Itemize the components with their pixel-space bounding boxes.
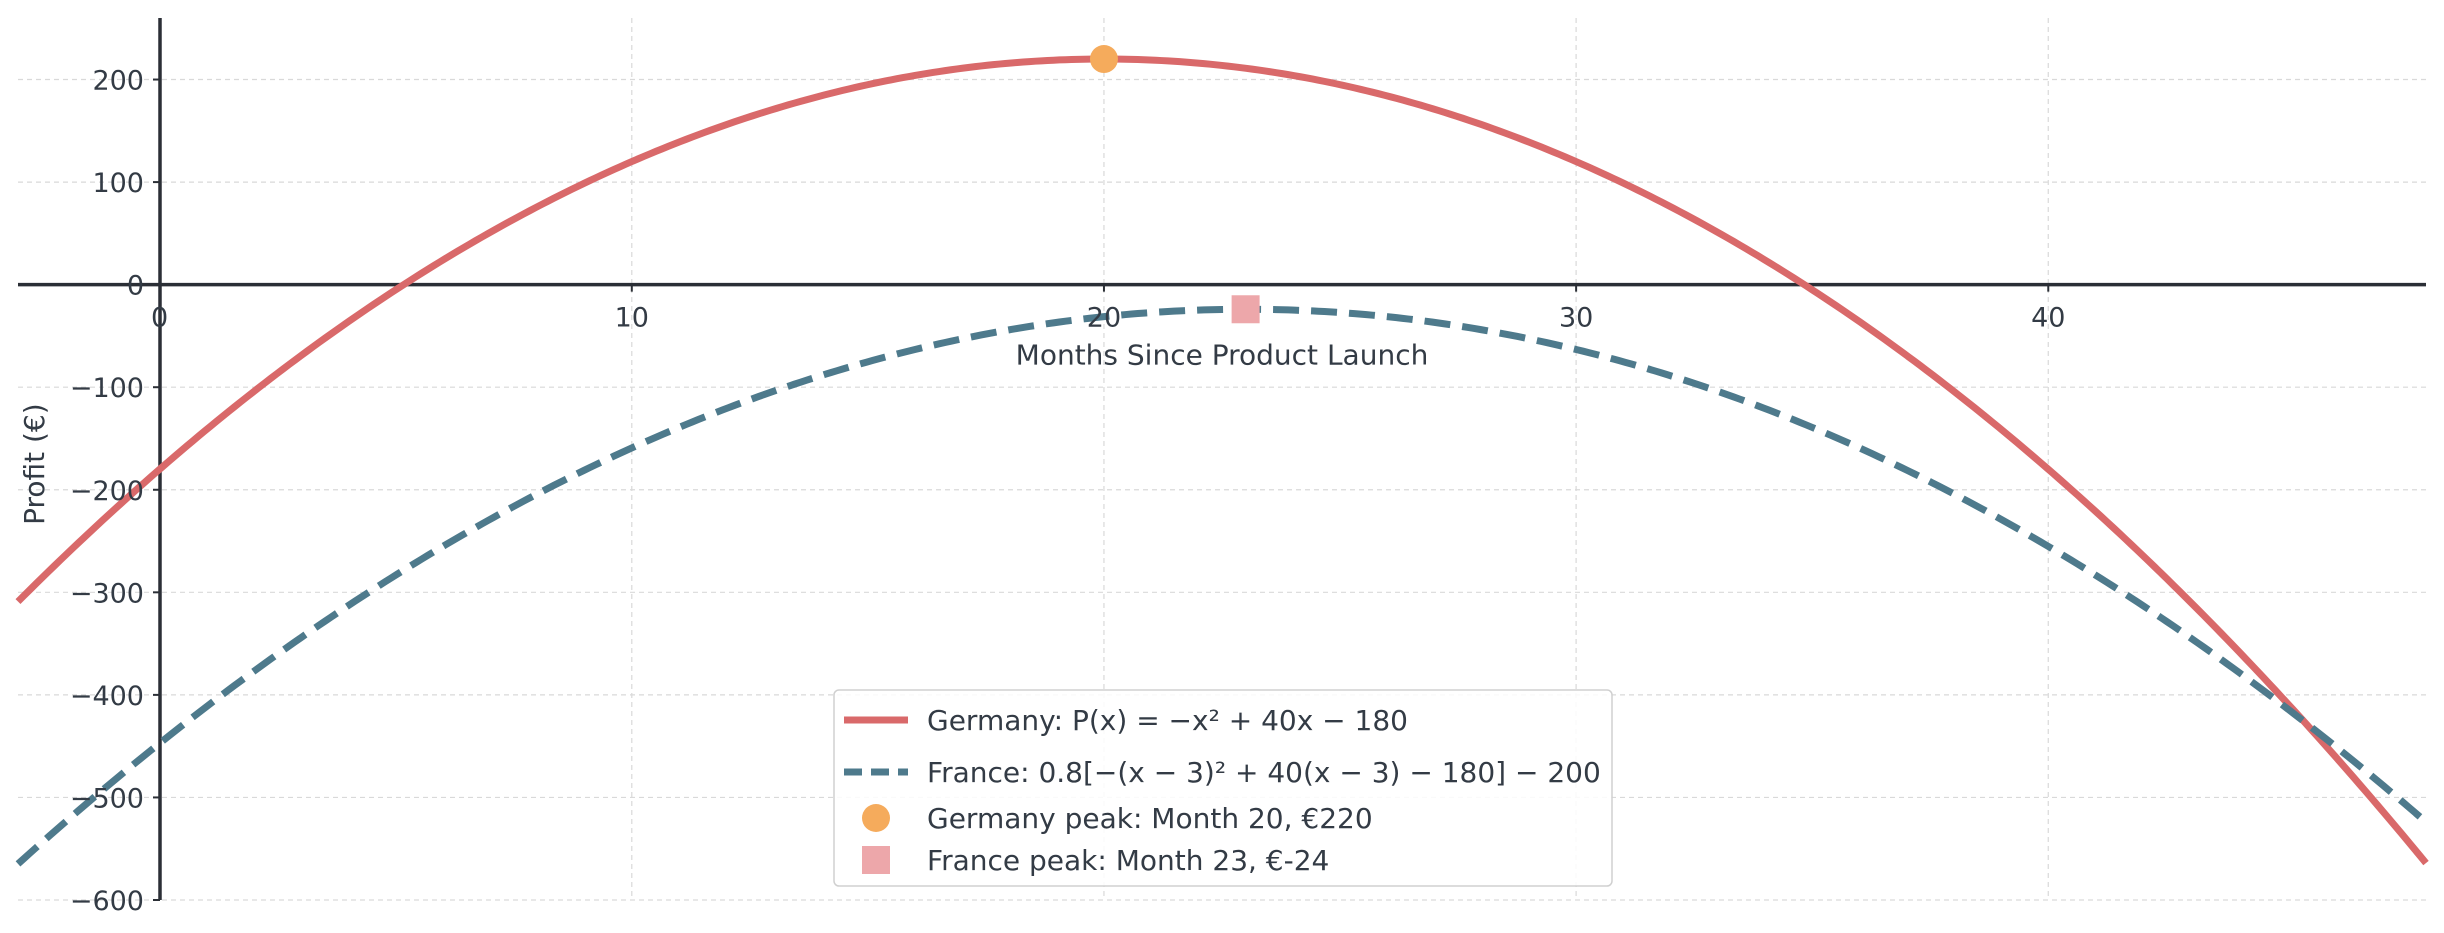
- y-tick-label: 100: [92, 168, 144, 199]
- y-tick-label: 0: [127, 271, 144, 302]
- x-axis-label: Months Since Product Launch: [1016, 339, 1429, 372]
- y-tick-label: 200: [92, 66, 144, 97]
- france-peak-marker: [1231, 295, 1260, 324]
- x-tick-label: 40: [2031, 303, 2065, 334]
- y-axis-label: Profit (€): [18, 403, 51, 525]
- axes-spines: [18, 18, 2426, 900]
- series-line-germany: [15, 55, 2429, 866]
- series-line-france: [15, 305, 2429, 867]
- x-tick-label: 0: [151, 303, 168, 334]
- legend-entry-france-peak: France peak: Month 23, €-24: [927, 844, 1329, 877]
- x-tick-label: 30: [1559, 303, 1593, 334]
- x-tick-label: 20: [1087, 303, 1121, 334]
- x-tick-label: 10: [615, 303, 649, 334]
- y-tick-label: −600: [70, 886, 144, 917]
- y-tick-label: −200: [70, 476, 144, 507]
- tick-labels: 0 10 20 30 40 −600 −500 −400 −300 −200 −100 0 100 200: [70, 66, 2066, 917]
- y-tick-label: −100: [70, 373, 144, 404]
- germany-peak-marker: [1089, 45, 1118, 74]
- legend-entry-germany-peak: Germany peak: Month 20, €220: [927, 802, 1373, 835]
- y-tick-label: −400: [70, 681, 144, 712]
- legend-entry-germany: Germany: P(x) = −x² + 40x − 180: [927, 704, 1408, 737]
- legend-swatch-germany-peak: [862, 804, 890, 832]
- series-layer: [15, 55, 2429, 867]
- y-tick-label: −500: [70, 783, 144, 814]
- legend-box: [833, 689, 1613, 887]
- legend-entry-france: France: 0.8[−(x − 3)² + 40(x − 3) − 180]…: [927, 756, 1601, 789]
- peak-markers: [1089, 45, 1260, 324]
- legend-swatch-france-peak: [862, 846, 890, 874]
- y-tick-label: −300: [70, 578, 144, 609]
- legend: Germany: P(x) = −x² + 40x − 180 France: …: [833, 689, 1613, 887]
